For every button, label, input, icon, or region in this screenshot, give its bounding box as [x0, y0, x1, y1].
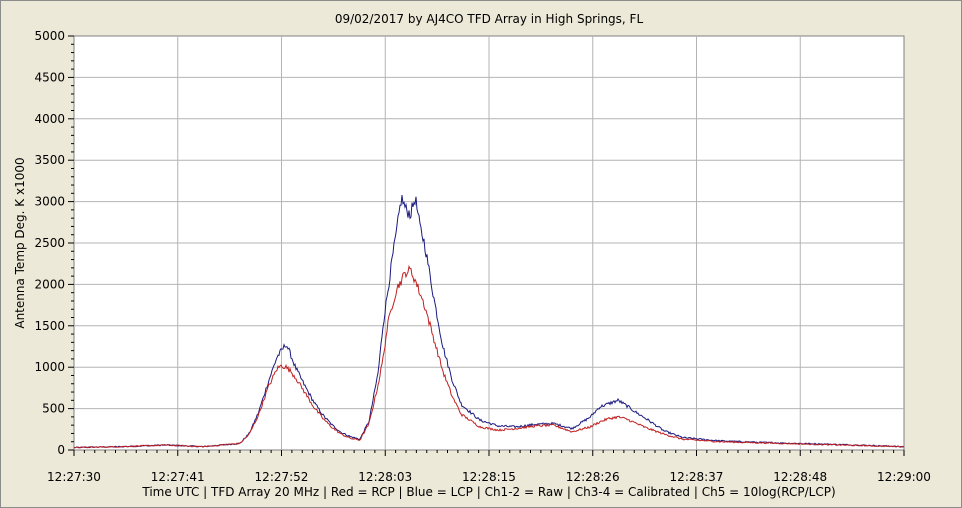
y-tick-label: 5000 — [34, 29, 65, 43]
minor-tick-marks — [68, 35, 905, 456]
y-tick-label: 2000 — [34, 277, 65, 291]
y-axis-label: Antenna Temp Deg. K x1000 — [13, 157, 27, 328]
x-tick-label: 12:29:00 — [877, 470, 931, 484]
series-lines — [73, 195, 905, 449]
y-tick-label: 4000 — [34, 112, 65, 126]
grid-lines — [74, 36, 904, 450]
x-tick-label: 12:27:41 — [151, 470, 205, 484]
x-tick-label: 12:28:15 — [462, 470, 516, 484]
x-tick-label: 12:28:03 — [358, 470, 412, 484]
chart-title: 09/02/2017 by AJ4CO TFD Array in High Sp… — [335, 12, 644, 26]
x-tick-label: 12:28:26 — [566, 470, 620, 484]
y-tick-labels: 0 500 1000 1500 2000 2500 3000 3500 4000 4500 5000 — [34, 29, 65, 457]
x-axis-label: Time UTC | TFD Array 20 MHz | Red = RCP … — [141, 485, 835, 499]
x-tick-label: 12:28:48 — [773, 470, 827, 484]
x-tick-label: 12:27:30 — [47, 470, 101, 484]
y-tick-label: 4500 — [34, 70, 65, 84]
x-tick-label: 12:27:52 — [255, 470, 309, 484]
y-tick-label: 1500 — [34, 319, 65, 333]
series-line-rcp — [73, 264, 905, 449]
x-tick-label: 12:28:37 — [670, 470, 724, 484]
y-tick-label: 3500 — [34, 153, 65, 167]
y-tick-label: 0 — [57, 443, 65, 457]
y-tick-label: 2500 — [34, 236, 65, 250]
y-tick-label: 3000 — [34, 195, 65, 209]
x-tick-labels: 12:27:30 12:27:41 12:27:52 12:28:03 12:28:15… — [47, 470, 931, 484]
y-tick-label: 1000 — [34, 360, 65, 374]
y-tick-label: 500 — [42, 402, 65, 416]
